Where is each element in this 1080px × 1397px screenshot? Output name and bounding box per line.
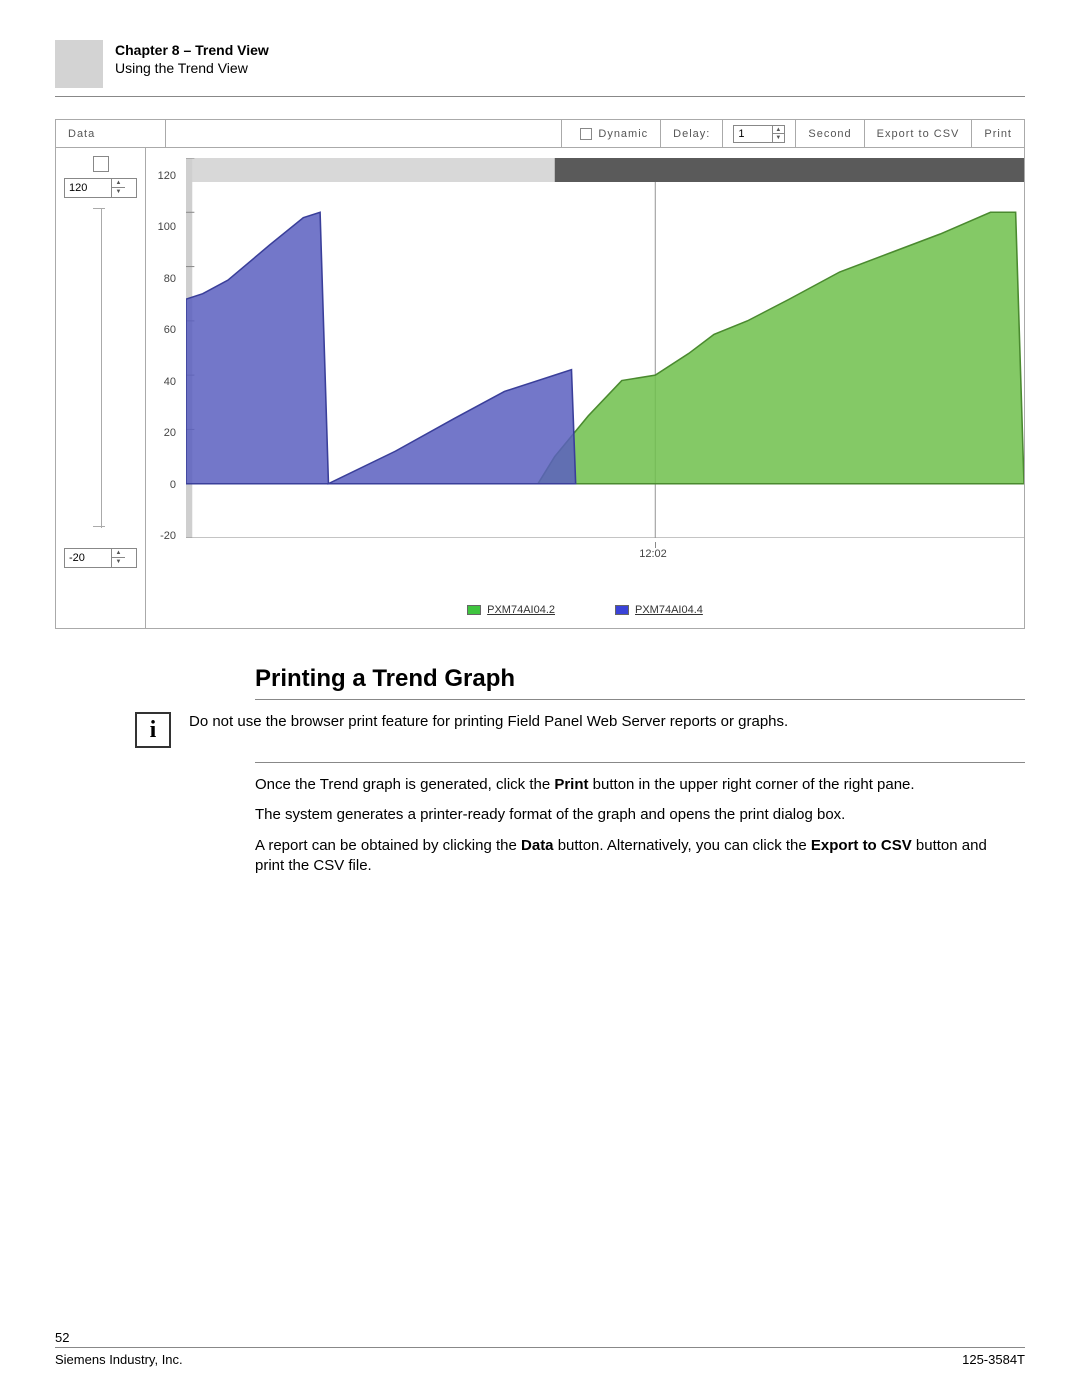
section-title: Printing a Trend Graph [255, 665, 1025, 693]
paragraph-1: Once the Trend graph is generated, click… [255, 775, 1015, 795]
footer-company: Siemens Industry, Inc. [55, 1352, 183, 1367]
y-step-box[interactable] [93, 156, 109, 172]
paragraph-2: The system generates a printer-ready for… [255, 805, 1015, 825]
section-printing: Printing a Trend Graph i Do not use the … [55, 665, 1025, 876]
spinner-up-icon[interactable]: ▲ [112, 179, 125, 188]
paragraph-3: A report can be obtained by clicking the… [255, 836, 1015, 877]
spinner-down-icon[interactable]: ▼ [112, 188, 125, 197]
delay-input[interactable] [734, 128, 772, 140]
page-header: Chapter 8 – Trend View Using the Trend V… [55, 40, 1025, 88]
chapter-subtitle: Using the Trend View [115, 60, 269, 76]
spinner-up-icon[interactable]: ▲ [773, 126, 784, 134]
delay-control: Delay: [661, 120, 723, 147]
section-rule [255, 699, 1025, 700]
info-icon: i [135, 712, 171, 748]
trend-chart: -20020406080100120 12:02 PXM74AI04.2PXM7… [146, 148, 1024, 628]
page-footer: 52 Siemens Industry, Inc. 125-3584T [55, 1330, 1025, 1367]
y-axis-controls: ▲▼ ▲▼ [56, 148, 146, 628]
delay-label: Delay: [673, 128, 710, 140]
chart-legend: PXM74AI04.2 PXM74AI04.4 [146, 604, 1024, 618]
y-max-input[interactable] [65, 179, 111, 197]
page-number: 52 [55, 1330, 1025, 1345]
y-min-input[interactable] [65, 549, 111, 567]
dynamic-label: Dynamic [598, 128, 648, 140]
x-axis-label: 12:02 [639, 548, 667, 560]
print-button[interactable]: Print [972, 120, 1024, 147]
header-logo-block [55, 40, 103, 88]
section-rule-2 [255, 762, 1025, 763]
data-button[interactable]: Data [56, 120, 166, 147]
spinner-down-icon[interactable]: ▼ [773, 134, 784, 142]
footer-docnum: 125-3584T [962, 1352, 1025, 1367]
spinner-up-icon[interactable]: ▲ [112, 549, 125, 558]
trend-toolbar: Data Dynamic Delay: ▲▼ Second Export to … [56, 120, 1024, 148]
legend-item[interactable]: PXM74AI04.2 [467, 604, 555, 616]
info-note: Do not use the browser print feature for… [189, 712, 788, 732]
chart-svg [186, 158, 1024, 538]
delay-spinner[interactable]: ▲▼ [733, 125, 785, 143]
legend-item[interactable]: PXM74AI04.4 [615, 604, 703, 616]
delay-unit: Second [796, 120, 864, 147]
trend-screenshot: Data Dynamic Delay: ▲▼ Second Export to … [55, 119, 1025, 629]
chapter-title: Chapter 8 – Trend View [115, 42, 269, 58]
dynamic-toggle[interactable]: Dynamic [561, 120, 661, 147]
header-rule [55, 96, 1025, 97]
export-csv-button[interactable]: Export to CSV [865, 120, 973, 147]
y-max-spinner[interactable]: ▲▼ [64, 178, 137, 198]
dynamic-checkbox[interactable] [580, 128, 592, 140]
spinner-down-icon[interactable]: ▼ [112, 558, 125, 567]
y-min-spinner[interactable]: ▲▼ [64, 548, 137, 568]
